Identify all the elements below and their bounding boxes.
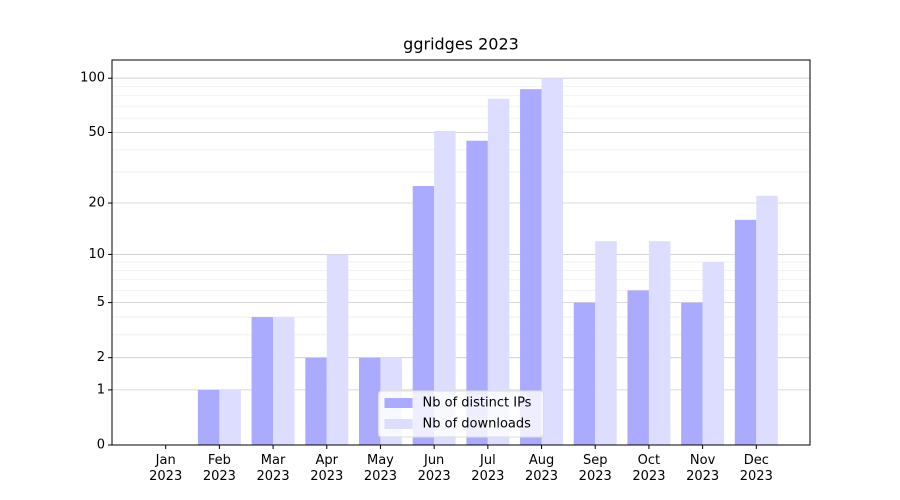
chart-title: ggridges 2023: [403, 35, 519, 54]
legend: Nb of distinct IPs Nb of downloads: [378, 390, 544, 438]
bar: [326, 254, 349, 445]
x-tick-label: Jul 2023: [471, 453, 505, 484]
bar: [434, 130, 456, 445]
bar: [573, 302, 596, 445]
bar: [358, 357, 381, 445]
bar: [197, 389, 220, 445]
plot-frame: [111, 59, 811, 446]
bar: [627, 290, 649, 445]
y-tick-label: 0: [97, 438, 105, 453]
x-tick-label: Oct 2023: [632, 453, 666, 484]
legend-swatch: [384, 398, 413, 408]
bar: [756, 195, 778, 445]
bar: [251, 317, 274, 445]
y-tick-label: 1: [97, 382, 105, 397]
bar: [305, 357, 327, 445]
bar: [520, 89, 542, 445]
bar: [734, 219, 757, 445]
legend-label: Nb of distinct IPs: [423, 396, 532, 411]
y-tick-label: 5: [97, 295, 105, 310]
y-tick-label: 10: [88, 247, 105, 262]
bar: [595, 241, 617, 445]
y-tick-label: 100: [80, 71, 105, 86]
bar: [681, 302, 703, 445]
legend-box: [378, 390, 544, 438]
x-tick-label: Apr 2023: [310, 453, 344, 484]
bar: [702, 261, 725, 445]
x-tick-label: Aug 2023: [524, 453, 559, 484]
x-tick-label: Sep 2023: [578, 453, 612, 484]
x-tick-label: Nov 2023: [686, 453, 720, 484]
bar: [541, 78, 564, 446]
x-tick-label: Jun 2023: [417, 453, 451, 484]
y-tick-label: 20: [88, 196, 105, 211]
bar: [648, 241, 671, 445]
y-tick-label: 50: [88, 125, 105, 140]
bar: [466, 140, 488, 445]
x-tick-label: Feb 2023: [202, 453, 236, 484]
bar: [487, 98, 510, 445]
legend-swatch: [384, 419, 413, 429]
legend-label: Nb of downloads: [423, 417, 532, 432]
x-tick-label: Dec 2023: [739, 453, 773, 484]
x-tick-label: May 2023: [363, 453, 397, 484]
x-tick-label: Jan 2023: [149, 453, 183, 484]
bar: [219, 389, 241, 445]
bar: [412, 186, 435, 445]
bar: [273, 317, 295, 445]
y-tick-label: 2: [97, 350, 105, 365]
x-tick-label: Mar 2023: [256, 453, 290, 484]
